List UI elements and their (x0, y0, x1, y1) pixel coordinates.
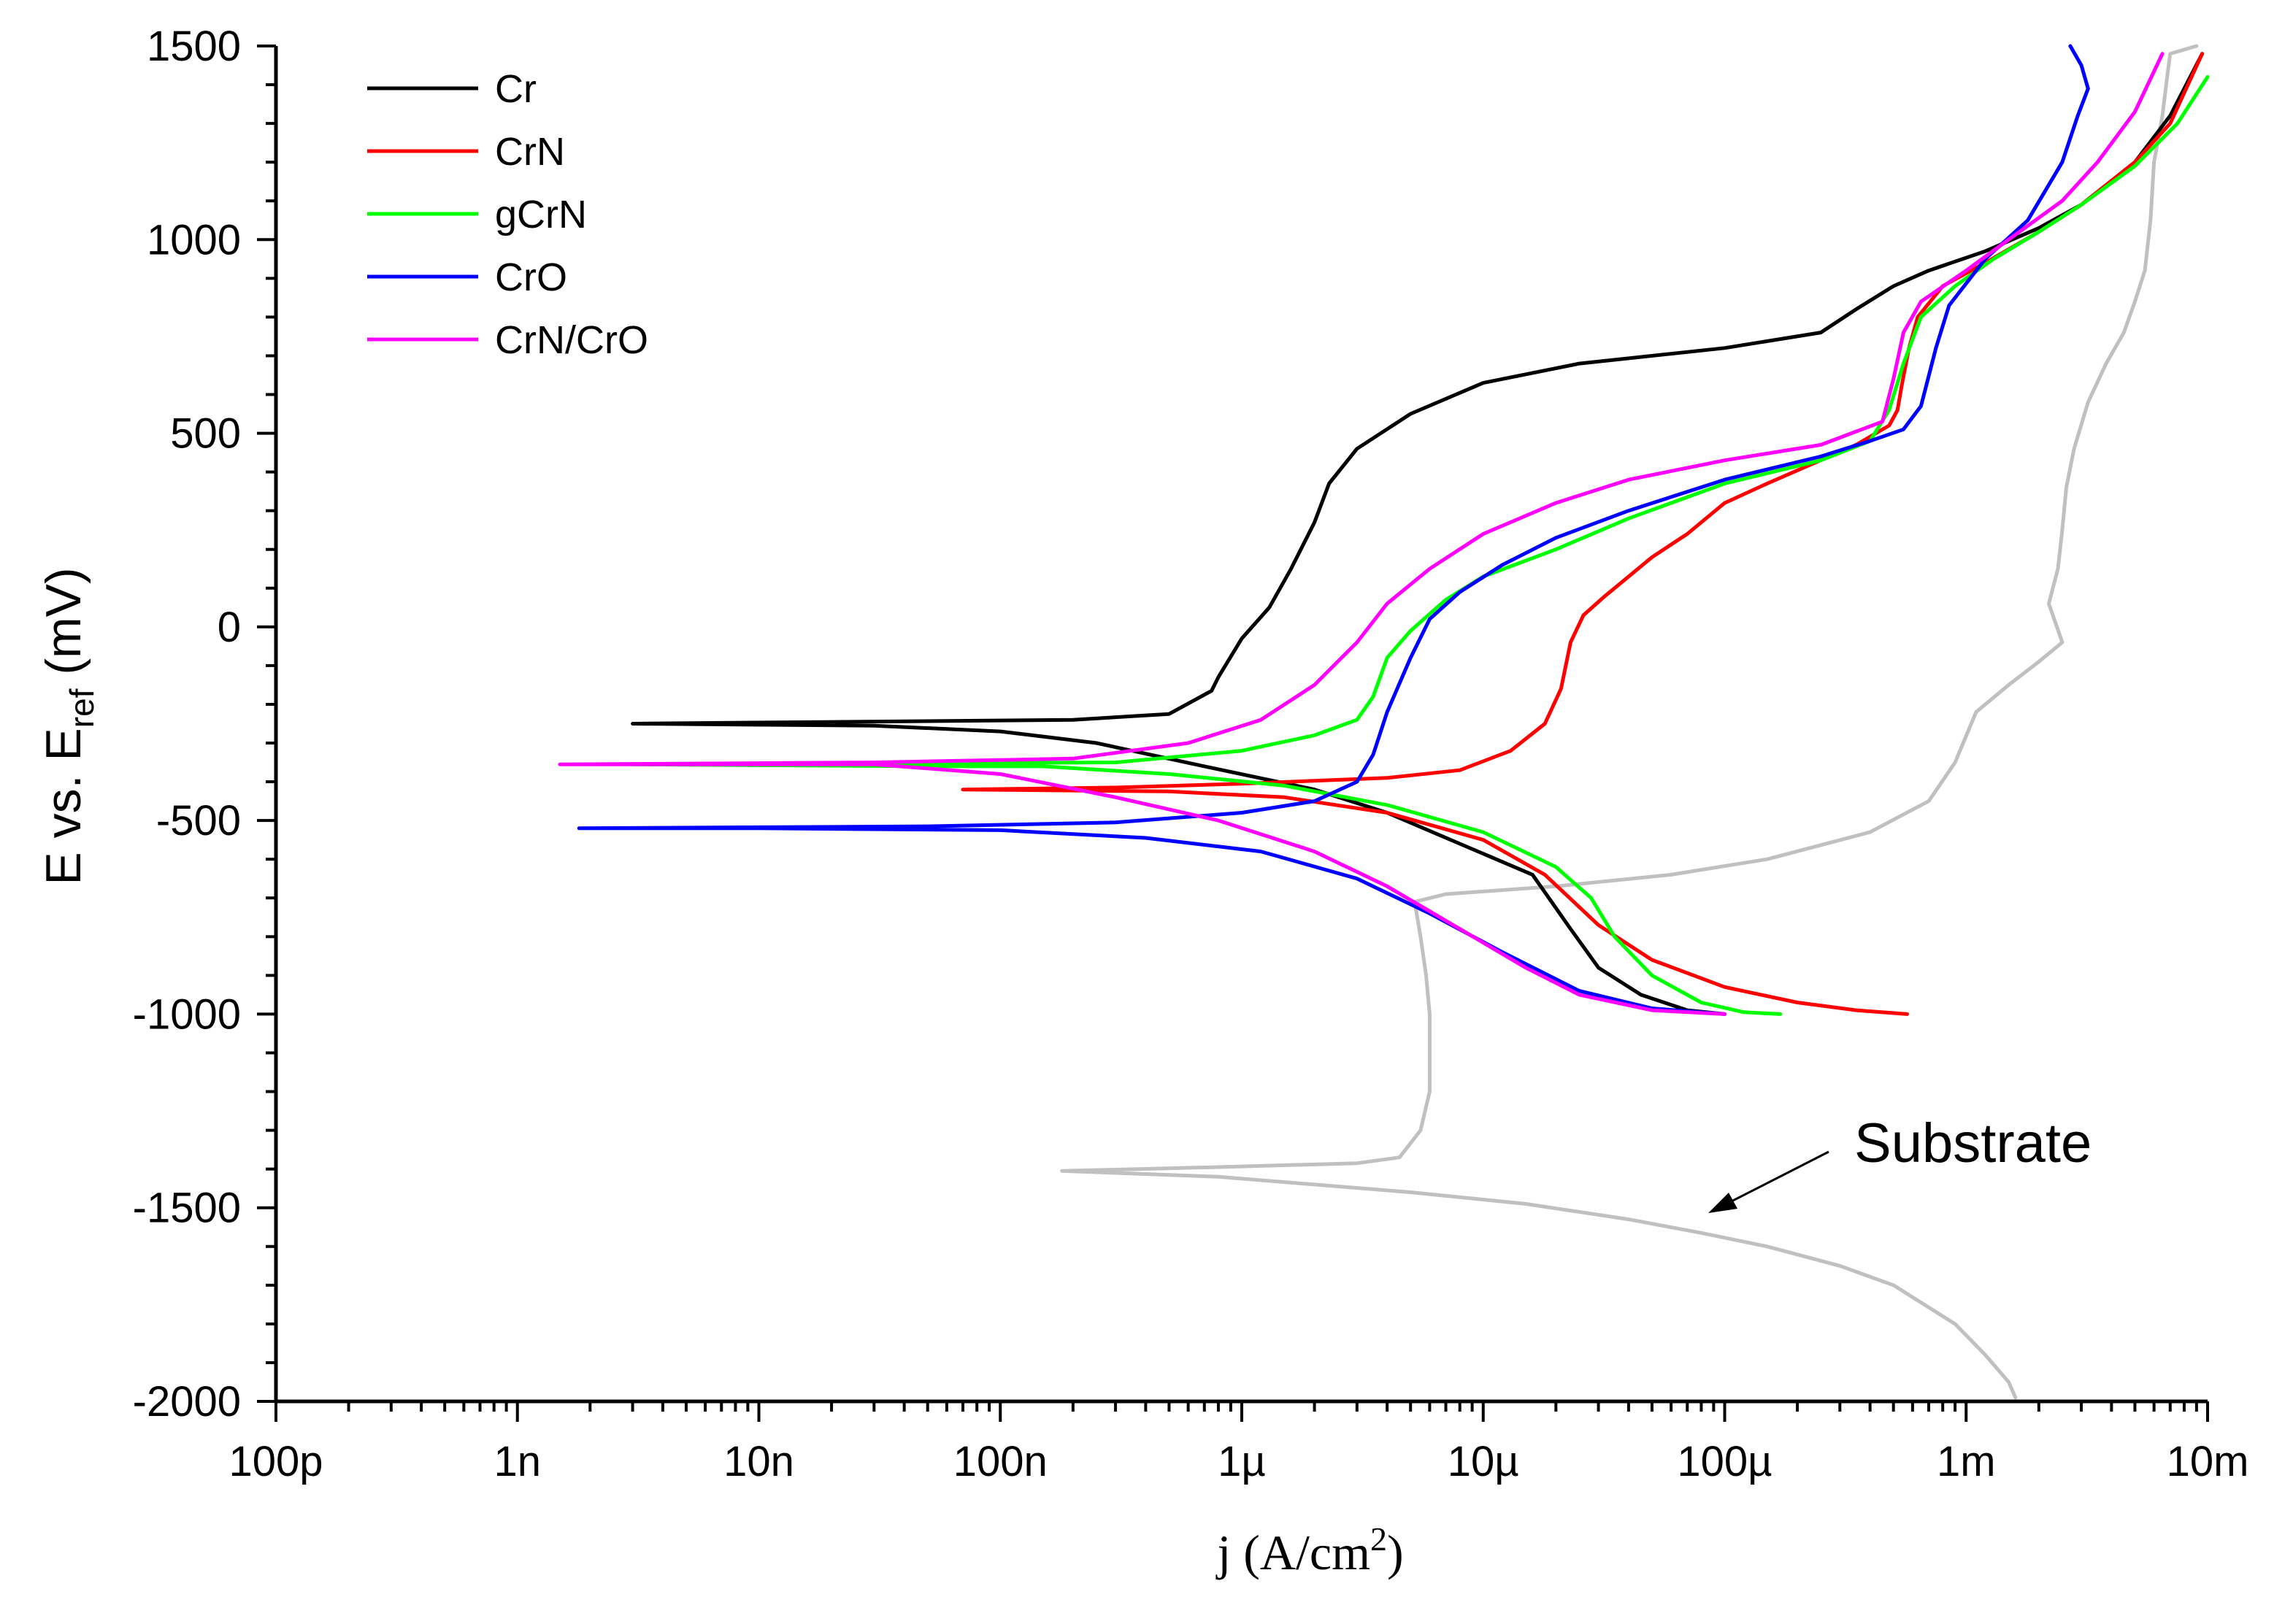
legend-label: CrO (495, 255, 567, 299)
series-line-substrate (1060, 44, 2199, 1400)
x-axis-title: j (A/cm2) (1215, 1520, 1403, 1580)
y-tick-label: -1000 (133, 990, 241, 1038)
annotation-arrow (1716, 1150, 1829, 1210)
axes-frame (274, 46, 2208, 1404)
x-tick-label: 100p (228, 1438, 323, 1485)
x-tick-label: 100n (953, 1438, 1048, 1485)
y-tick-label: 1000 (147, 216, 241, 263)
y-tick-label: -2000 (133, 1378, 241, 1425)
series-line-crn (961, 52, 2205, 1016)
legend-label: gCrN (495, 193, 587, 236)
annotation-arrowhead (1708, 1193, 1737, 1213)
series-lines (558, 44, 2210, 1400)
legend: Cr CrN gCrN CrO CrN/CrO (367, 67, 648, 362)
x-tick-label: 100µ (1677, 1438, 1772, 1485)
y-tick-label: 1500 (147, 23, 241, 70)
x-tick-label: 10m (2167, 1438, 2249, 1485)
x-axis-ticks: 100p 1n 10n 100n 1µ 10µ 100µ 1m 10m (228, 1401, 2248, 1485)
series-line-cr (631, 52, 2205, 1016)
y-tick-label: 0 (218, 604, 241, 651)
x-tick-label: 10µ (1448, 1438, 1519, 1485)
x-tick-label: 1µ (1218, 1438, 1266, 1485)
y-axis-ticks: 1500 1000 500 0 -500 -1000 -1500 -2000 (133, 23, 276, 1425)
legend-label: CrN/CrO (495, 318, 648, 362)
series-line-crn-cro (558, 52, 2165, 1016)
y-axis-title: E vs. Eref (mV) (36, 567, 101, 885)
annotation-text: Substrate (1854, 1112, 2092, 1174)
series-line-cro (577, 44, 2090, 1016)
series-line-gcrn (631, 74, 2210, 1016)
y-tick-label: -500 (156, 797, 241, 844)
legend-label: Cr (495, 67, 537, 111)
annotation: Substrate (1708, 1112, 2092, 1213)
legend-label: CrN (495, 130, 565, 174)
x-tick-label: 10n (723, 1438, 794, 1485)
x-tick-label: 1n (493, 1438, 541, 1485)
y-tick-label: -1500 (133, 1185, 241, 1232)
x-tick-label: 1m (1937, 1438, 1996, 1485)
y-tick-label: 500 (170, 410, 241, 458)
